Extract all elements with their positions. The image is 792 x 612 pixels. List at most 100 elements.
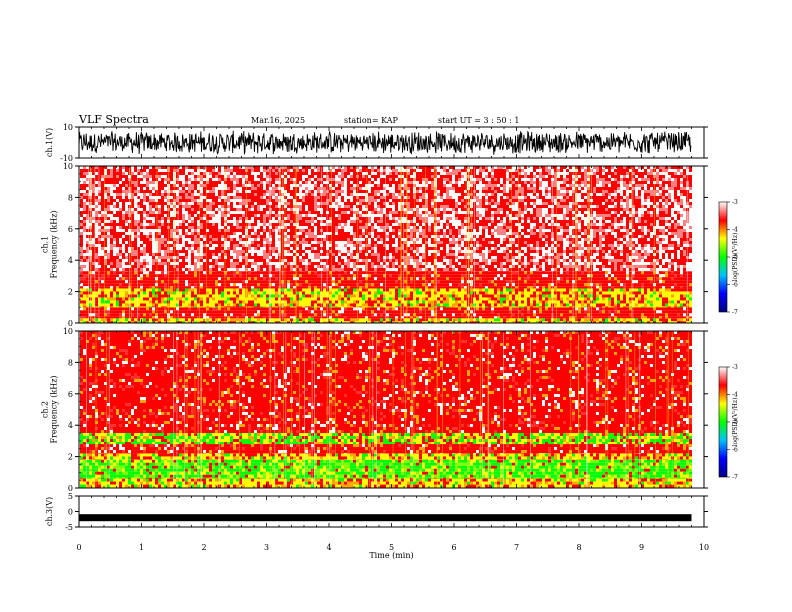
ch1-spectrogram-cell: [155, 300, 158, 303]
ch1-spectrogram-cell: [452, 316, 455, 318]
ch1-spectrogram-cell: [545, 288, 548, 291]
ch1-spectrogram-cell: [452, 274, 455, 277]
ch1-spectrogram-cell: [494, 172, 497, 175]
ch1-spectrogram-cell: [326, 169, 329, 172]
ch1-spectrogram-cell: [533, 316, 536, 318]
ch1-spectrogram-cell: [578, 313, 581, 316]
ch1-spectrogram-cell: [632, 175, 635, 178]
ch1-spectrogram-cell: [161, 316, 164, 318]
ch1-spectrogram-cell: [530, 316, 533, 318]
ch1-spectrogram-cell: [659, 286, 662, 288]
ch1-spectrogram-cell: [341, 294, 344, 297]
ch1-spectrogram-cell: [419, 288, 422, 291]
ch1-spectrogram-cell: [422, 297, 425, 300]
ch1-spectrogram-cell: [164, 294, 167, 297]
ch1-spectrogram-cell: [446, 310, 449, 313]
ch1-spectrogram-cell: [380, 300, 383, 303]
ch1-spectrogram-cell: [584, 294, 587, 297]
ch1-spectrogram-cell: [416, 277, 419, 280]
ch1-spectrogram-cell: [143, 274, 146, 277]
ch1-spectrogram-cell: [158, 307, 161, 310]
ch1-spectrogram-cell: [242, 313, 245, 316]
ch1-spectrogram-cell: [395, 318, 398, 321]
ch1-spectrogram-cell: [335, 291, 338, 294]
ch1-spectrogram-cell: [149, 294, 152, 297]
ch1-spectrogram-cell: [557, 175, 560, 178]
ch1-spectrogram-cell: [194, 316, 197, 318]
ch1-spectrogram-cell: [332, 178, 335, 181]
ch1-spectrogram-cell: [353, 280, 356, 283]
ch1-spectrogram-cell: [377, 291, 380, 294]
ch1-spectrogram-cell: [530, 300, 533, 303]
ch1-spectrogram-cell: [665, 277, 668, 280]
ch1-spectrogram-cell: [386, 313, 389, 316]
ch1-spectrogram-cell: [563, 318, 566, 321]
ch1-spectrogram-cell: [542, 280, 545, 283]
ch1-spectrogram-cell: [566, 172, 569, 175]
ch1-spectrogram-cell: [641, 280, 644, 283]
ch1-spectrogram-cell: [323, 169, 326, 172]
ch1-spectrogram-cell: [185, 300, 188, 303]
ch1-spectrogram-cell: [305, 280, 308, 283]
ch1-spectrogram-cell: [287, 288, 290, 291]
ch1-spectrogram-cell: [209, 307, 212, 310]
ch1-spectrogram-cell: [260, 283, 263, 286]
ch1-spectrogram-cell: [332, 169, 335, 172]
ch1-spectrogram-cell: [503, 313, 506, 316]
ch1-spectrogram-cell: [416, 172, 419, 175]
ch1-spectrogram-cell: [431, 277, 434, 280]
ch1-spectrogram-cell: [107, 274, 110, 277]
ch1-spectrogram-cell: [248, 313, 251, 316]
ch1-spectrogram-cell: [494, 303, 497, 306]
ch1-spectrogram-cell: [452, 286, 455, 288]
ch1-spectrogram-cell: [239, 297, 242, 300]
ch1-spectrogram-cell: [185, 316, 188, 318]
ch1-spectrogram-cell: [122, 306, 125, 307]
ch1-spectrogram-cell: [212, 306, 215, 307]
ch1-spectrogram-cell: [95, 178, 98, 181]
ch1-spectrogram-cell: [680, 277, 683, 280]
ch1-spectrogram-cell: [344, 294, 347, 297]
ch1-spectrogram-cell: [569, 307, 572, 310]
ch1-spectrogram-cell: [308, 306, 311, 307]
ch1-spectrogram-cell: [665, 307, 668, 310]
ch1-spectrogram-cell: [608, 286, 611, 288]
ch1-spectrogram-cell: [617, 294, 620, 297]
ch1-spectrogram-cell: [209, 303, 212, 306]
ch1-spectrogram-cell: [182, 318, 185, 321]
ch1-spectrogram-cell: [311, 280, 314, 283]
ch1-spectrogram-cell: [635, 283, 638, 286]
ch1-spectrogram-cell: [149, 172, 152, 175]
ch1-spectrogram-cell: [215, 178, 218, 181]
ch1-spectrogram-cell: [215, 306, 218, 307]
ch1-spectrogram-cell: [164, 277, 167, 280]
ch1-spectrogram-cell: [185, 313, 188, 316]
ch1-spectrogram-cell: [485, 306, 488, 307]
ch1-spectrogram-cell: [344, 283, 347, 286]
ch1-spectrogram-cell: [179, 169, 182, 172]
ch1-spectrogram-cell: [611, 307, 614, 310]
ch1-spectrogram-cell: [371, 306, 374, 307]
ch1-spectrogram-cell: [572, 274, 575, 277]
ch1-spectrogram-cell: [248, 307, 251, 310]
ch1-spectrogram-cell: [572, 294, 575, 297]
ch1-spectrogram-cell: [512, 283, 515, 286]
ch1-spectrogram-cell: [557, 307, 560, 310]
ch1-spectrogram-cell: [134, 291, 137, 294]
ch1-spectrogram-cell: [650, 286, 653, 288]
ch1-spectrogram-cell: [242, 274, 245, 277]
ch1-spectrogram-cell: [632, 291, 635, 294]
ch1-spectrogram-cell: [497, 307, 500, 310]
ch1-spectrogram-cell: [221, 280, 224, 283]
ch1-spectrogram-cell: [689, 277, 692, 280]
ch1-spectrogram-cell: [344, 274, 347, 277]
ch1-spectrogram-cell: [389, 297, 392, 300]
ch1-spectrogram-cell: [389, 175, 392, 178]
ch1-spectrogram-cell: [368, 303, 371, 306]
ch1-spectrogram-cell: [491, 316, 494, 318]
ch1-spectrogram-cell: [542, 277, 545, 280]
ch1-spectrogram-cell: [446, 294, 449, 297]
ch1-spectrogram-cell: [545, 306, 548, 307]
ch1-spectrogram-cell: [368, 283, 371, 286]
ch1-spectrogram-cell: [440, 297, 443, 300]
